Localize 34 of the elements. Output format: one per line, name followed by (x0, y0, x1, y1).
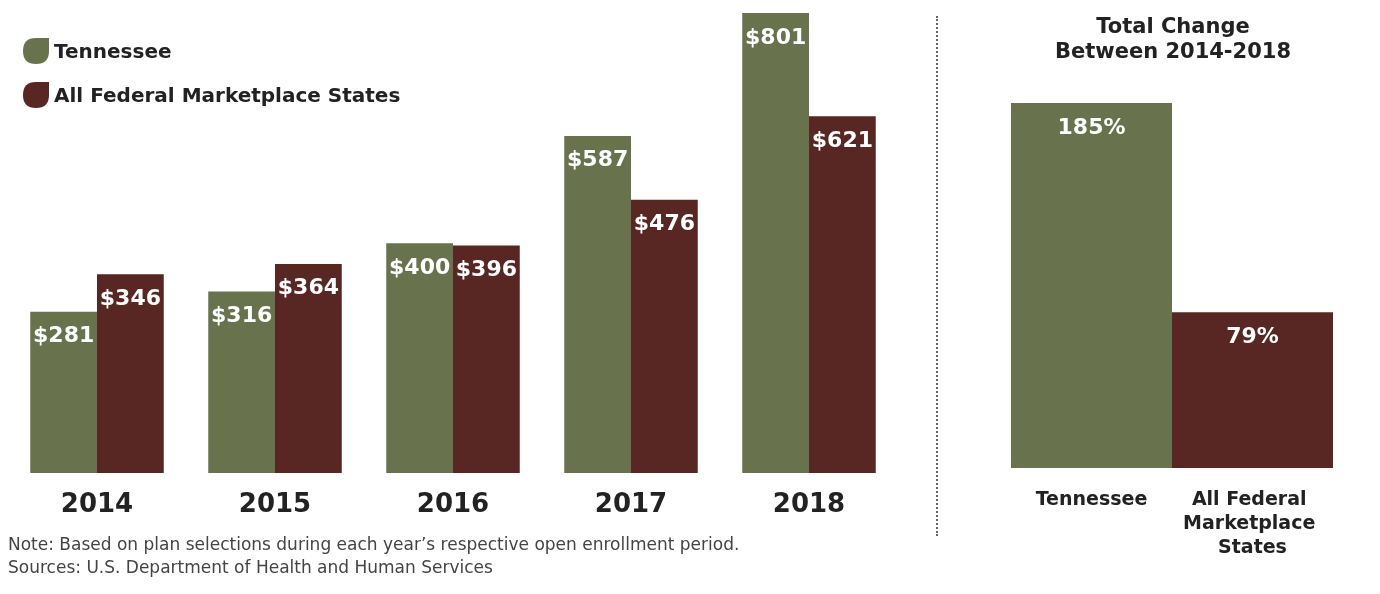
bar (275, 263, 342, 473)
bar (809, 116, 876, 473)
data-label: $316 (211, 302, 273, 328)
data-label: $587 (567, 146, 629, 172)
data-label: $364 (277, 274, 339, 300)
data-label: $346 (99, 284, 161, 310)
x-tick-label: 2016 (416, 488, 490, 518)
bar (453, 245, 520, 473)
chart-title: Total Change Between 2014-2018 (1054, 13, 1292, 63)
bar (97, 274, 164, 473)
data-label: $476 (633, 210, 695, 236)
data-label: $281 (33, 322, 95, 348)
data-label: $621 (811, 126, 873, 152)
x-tick-label: 2017 (594, 488, 668, 518)
bar (631, 199, 698, 473)
x-tick-label: Tennessee (1035, 487, 1148, 509)
data-label: $801 (745, 23, 807, 49)
x-tick-label: 2014 (60, 488, 134, 518)
legend-label: Tennessee (54, 39, 172, 63)
x-tick-label: 2015 (238, 488, 312, 518)
data-label: 79% (1226, 322, 1279, 348)
bar (208, 291, 275, 473)
x-tick-label: 2018 (772, 488, 846, 518)
data-label: 185% (1057, 113, 1126, 139)
text: Note: Based on plan selections during each year’s respective open enrollment period. (8, 533, 741, 556)
bar (742, 13, 809, 473)
bar (564, 135, 631, 473)
data-label: $396 (455, 256, 517, 282)
bar (386, 243, 453, 473)
bar (30, 311, 97, 473)
data-label: $400 (389, 253, 451, 279)
source-note: Sources: U.S. Department of Health and Human Services (8, 556, 494, 579)
legend-label: All Federal Marketplace States (54, 83, 401, 107)
x-tick-label: All Federal Marketplace States (1183, 487, 1322, 557)
